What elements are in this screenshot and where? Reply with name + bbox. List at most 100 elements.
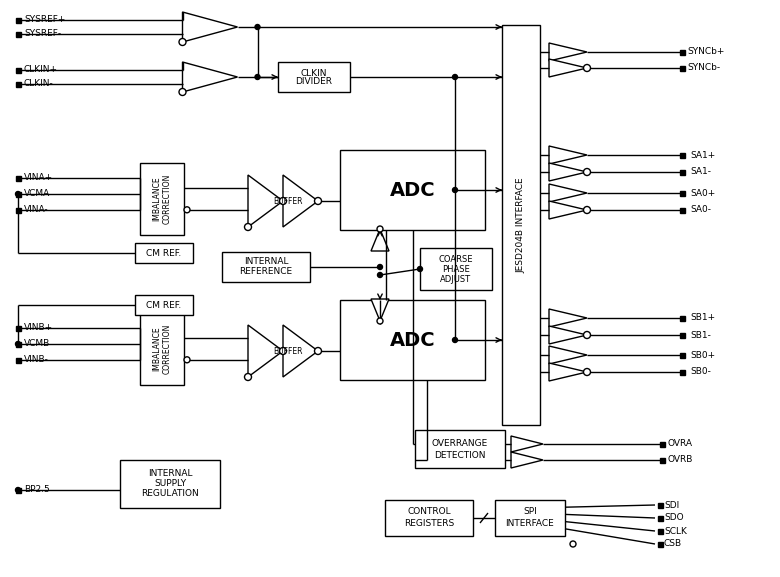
Text: IMBALANCE
CORRECTION: IMBALANCE CORRECTION bbox=[152, 174, 172, 224]
Text: OVRB: OVRB bbox=[668, 455, 693, 464]
Bar bbox=[679, 152, 685, 158]
Circle shape bbox=[255, 24, 260, 29]
Bar bbox=[679, 208, 685, 212]
Circle shape bbox=[378, 272, 382, 278]
Bar bbox=[278, 62, 350, 92]
Circle shape bbox=[279, 197, 286, 204]
Text: SYNCb+: SYNCb+ bbox=[687, 47, 725, 57]
Polygon shape bbox=[549, 59, 587, 77]
Circle shape bbox=[583, 65, 590, 72]
Bar bbox=[222, 252, 310, 282]
Bar bbox=[679, 170, 685, 174]
Text: REFERENCE: REFERENCE bbox=[239, 268, 292, 276]
Bar bbox=[16, 175, 20, 181]
Bar bbox=[679, 50, 685, 54]
Bar bbox=[120, 460, 220, 508]
Circle shape bbox=[452, 74, 458, 80]
Bar bbox=[502, 25, 540, 425]
Bar bbox=[660, 458, 665, 463]
Circle shape bbox=[184, 207, 190, 213]
Text: SYNCb-: SYNCb- bbox=[687, 63, 720, 73]
Bar bbox=[415, 430, 505, 468]
Text: SA1-: SA1- bbox=[690, 167, 711, 177]
Polygon shape bbox=[549, 309, 587, 327]
Text: SCLK: SCLK bbox=[664, 526, 687, 535]
Text: SA1+: SA1+ bbox=[690, 151, 715, 159]
Text: REGISTERS: REGISTERS bbox=[404, 519, 454, 529]
Text: JESD204B INTERFACE: JESD204B INTERFACE bbox=[516, 177, 526, 273]
Text: REGULATION: REGULATION bbox=[141, 489, 199, 499]
Text: VINB+: VINB+ bbox=[24, 324, 53, 332]
Polygon shape bbox=[549, 363, 587, 381]
Text: SA0+: SA0+ bbox=[690, 189, 715, 197]
Polygon shape bbox=[549, 146, 587, 164]
Polygon shape bbox=[549, 346, 587, 364]
Text: SYSREF-: SYSREF- bbox=[24, 29, 61, 39]
Polygon shape bbox=[511, 436, 543, 452]
Text: OVERRANGE: OVERRANGE bbox=[432, 439, 488, 448]
Circle shape bbox=[279, 347, 286, 354]
Bar bbox=[140, 163, 184, 235]
Text: VCMA: VCMA bbox=[24, 189, 50, 198]
Text: VINA-: VINA- bbox=[24, 205, 48, 215]
Text: SPI: SPI bbox=[523, 508, 537, 516]
Bar bbox=[16, 192, 20, 197]
Circle shape bbox=[417, 267, 423, 272]
Circle shape bbox=[255, 74, 260, 80]
Text: ADC: ADC bbox=[390, 181, 435, 200]
Polygon shape bbox=[371, 299, 389, 321]
Polygon shape bbox=[549, 326, 587, 344]
Text: CM REF.: CM REF. bbox=[147, 249, 182, 257]
Bar bbox=[658, 515, 662, 520]
Bar bbox=[16, 342, 20, 347]
Circle shape bbox=[179, 88, 186, 96]
Text: CONTROL: CONTROL bbox=[407, 508, 451, 516]
Text: INTERFACE: INTERFACE bbox=[505, 519, 555, 529]
Circle shape bbox=[244, 373, 251, 380]
Bar bbox=[658, 503, 662, 508]
Text: SDO: SDO bbox=[664, 514, 683, 523]
Text: ADC: ADC bbox=[390, 331, 435, 350]
Circle shape bbox=[583, 332, 590, 339]
Bar bbox=[679, 369, 685, 374]
Text: BP2.5: BP2.5 bbox=[24, 485, 50, 494]
Text: VINB-: VINB- bbox=[24, 355, 49, 365]
Polygon shape bbox=[549, 201, 587, 219]
Bar bbox=[495, 500, 565, 536]
Polygon shape bbox=[549, 43, 587, 61]
Text: BUFFER: BUFFER bbox=[273, 197, 303, 205]
Text: CLKIN: CLKIN bbox=[301, 69, 328, 77]
Circle shape bbox=[583, 207, 590, 213]
Text: BUFFER: BUFFER bbox=[273, 347, 303, 355]
Bar bbox=[16, 208, 20, 212]
Polygon shape bbox=[511, 452, 543, 468]
Polygon shape bbox=[248, 325, 283, 377]
Circle shape bbox=[583, 168, 590, 175]
Circle shape bbox=[16, 342, 20, 347]
Text: INTERNAL: INTERNAL bbox=[243, 257, 289, 267]
Circle shape bbox=[377, 318, 383, 324]
Circle shape bbox=[452, 338, 458, 343]
Circle shape bbox=[244, 223, 251, 230]
Text: ADJUST: ADJUST bbox=[441, 275, 472, 283]
Bar bbox=[16, 358, 20, 362]
Circle shape bbox=[377, 226, 383, 232]
Polygon shape bbox=[283, 325, 318, 377]
Polygon shape bbox=[183, 12, 237, 42]
Text: OVRA: OVRA bbox=[668, 440, 693, 448]
Text: DETECTION: DETECTION bbox=[434, 451, 486, 459]
Text: SB1-: SB1- bbox=[690, 331, 711, 339]
Text: SYSREF+: SYSREF+ bbox=[24, 16, 66, 24]
Bar bbox=[16, 488, 20, 493]
Circle shape bbox=[314, 197, 321, 204]
Polygon shape bbox=[248, 175, 283, 227]
Bar bbox=[340, 300, 485, 380]
Text: CM REF.: CM REF. bbox=[147, 301, 182, 309]
Text: VCMB: VCMB bbox=[24, 339, 50, 349]
Bar bbox=[16, 81, 20, 87]
Circle shape bbox=[570, 541, 576, 547]
Polygon shape bbox=[183, 62, 237, 92]
Text: SB0+: SB0+ bbox=[690, 350, 715, 359]
Polygon shape bbox=[549, 184, 587, 202]
Bar bbox=[140, 313, 184, 385]
